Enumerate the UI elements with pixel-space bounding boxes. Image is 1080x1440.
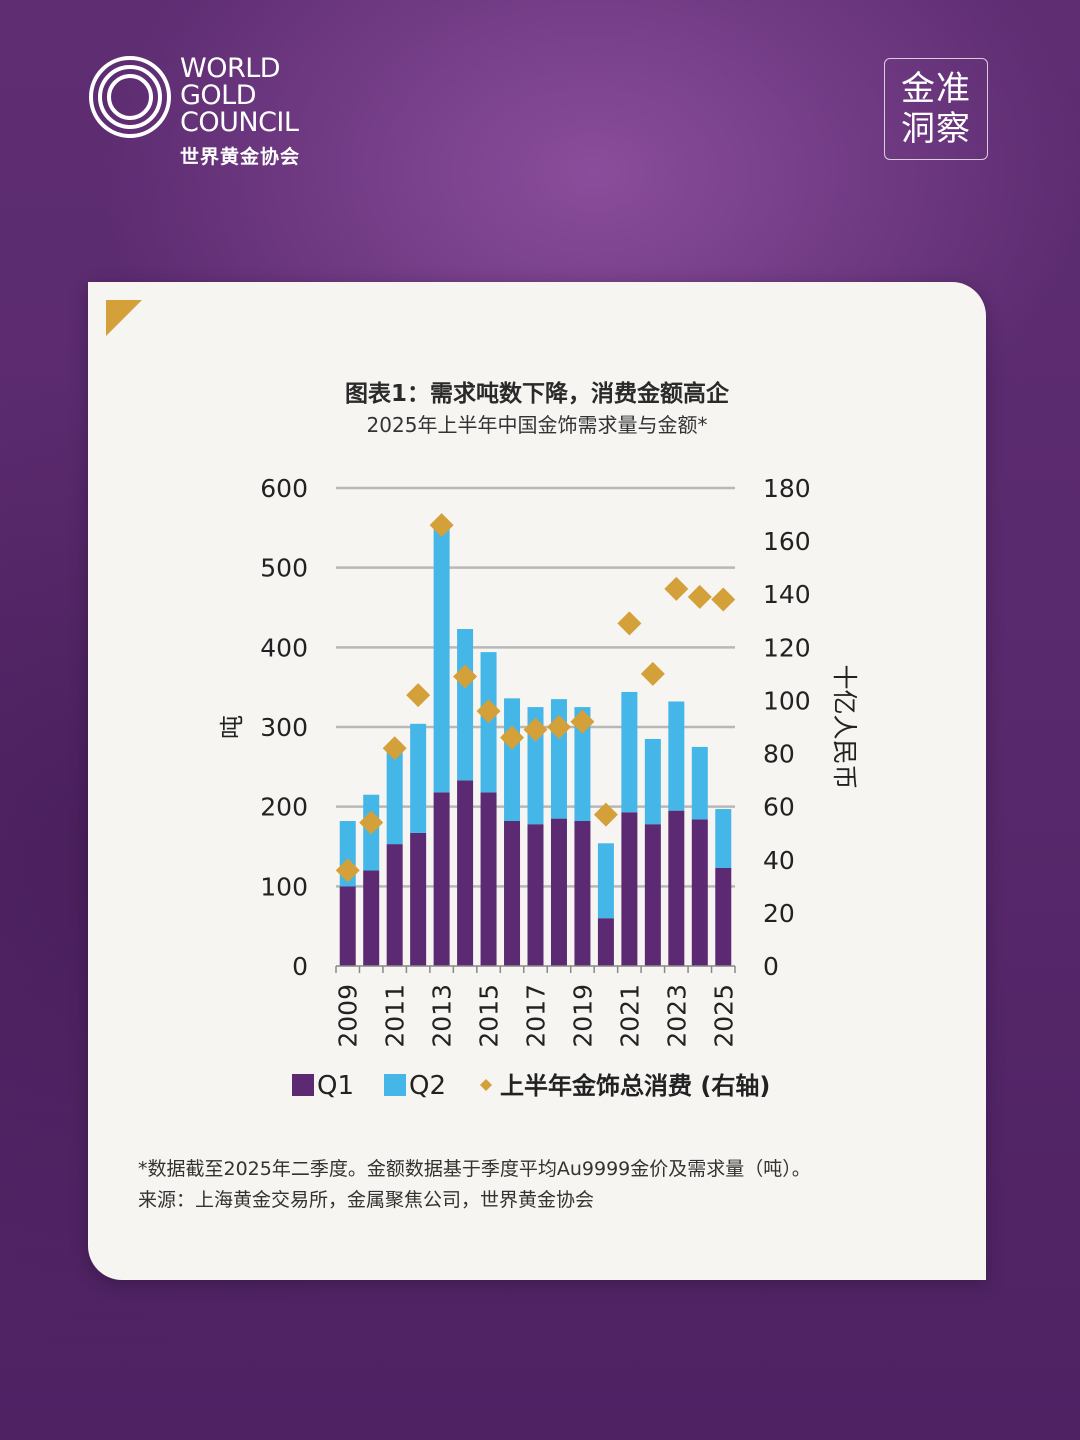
x-tick-label: 2015 (475, 984, 504, 1048)
x-tick-label: 2013 (428, 984, 457, 1048)
legend-swatch-q1 (292, 1074, 314, 1096)
bar-q1 (527, 824, 544, 966)
wgc-rings-icon (89, 56, 171, 138)
point-total (523, 717, 548, 742)
point-total (593, 802, 618, 827)
y-tick-label: 200 (260, 793, 308, 822)
legend-swatch-total (480, 1079, 492, 1091)
point-total (687, 584, 712, 609)
point-total (640, 661, 665, 686)
legend-label-total: 上半年金饰总消费 (右轴) (500, 1072, 770, 1100)
point-total (335, 858, 360, 883)
bar-q1 (550, 818, 567, 966)
bar-q1 (715, 868, 732, 966)
bar-q1 (574, 821, 591, 966)
point-total (406, 683, 431, 708)
footnote: *数据截至2025年二季度。金额数据基于季度平均Au9999金价及需求量（吨）。… (138, 1154, 811, 1216)
x-tick-label: 2025 (709, 984, 738, 1048)
y2-tick-label: 100 (763, 686, 811, 715)
x-tick-label: 2019 (568, 984, 597, 1048)
chart-title: 图表1：需求吨数下降，消费金额高企 (344, 381, 729, 407)
wgc-logo: WORLD GOLD COUNCIL 世界黄金协会 (88, 55, 328, 175)
x-tick-label: 2021 (615, 984, 644, 1048)
y2-tick-label: 80 (763, 740, 795, 769)
x-tick-label: 2017 (522, 984, 551, 1048)
legend-label-q1: Q1 (317, 1071, 354, 1101)
bar-q2 (457, 629, 474, 781)
point-total (500, 725, 525, 750)
footnote-line-2: 来源：上海黄金交易所，金属聚焦公司，世界黄金协会 (138, 1189, 595, 1211)
chart-card: 图表1：需求吨数下降，消费金额高企 2025年上半年中国金饰需求量与金额* 0 1… (88, 282, 986, 1280)
y-tick-label: 0 (292, 952, 308, 981)
y2-tick-label: 20 (763, 899, 795, 928)
brand-line-1: WORLD (180, 53, 281, 84)
bar-q1 (668, 810, 685, 966)
bar-q1 (410, 832, 427, 966)
y2-tick-label: 120 (763, 633, 811, 662)
bar-q2 (410, 723, 427, 833)
y-tick-label: 400 (260, 633, 308, 662)
badge-line-2: 洞察 (901, 109, 971, 149)
y2-tick-label: 180 (763, 474, 811, 503)
point-total (617, 611, 642, 636)
bar-q1 (457, 780, 474, 966)
point-total (476, 699, 501, 724)
legend-swatch-q2 (384, 1074, 406, 1096)
bar-q2 (715, 809, 732, 869)
bar-q2 (574, 707, 591, 822)
brand-line-3: COUNCIL (180, 107, 299, 138)
brand-line-2: GOLD (180, 80, 257, 111)
point-total (453, 664, 478, 689)
badge-line-1: 金准 (901, 69, 971, 109)
bar-q1 (644, 824, 661, 966)
chart: 0 100 200 300 400 500 600 0 20 40 60 80 100 120 140 160… (218, 474, 859, 1101)
y-tick-label: 500 (260, 554, 308, 583)
y2-tick-label: 140 (763, 580, 811, 609)
y2-tick-label: 60 (763, 793, 795, 822)
bar-q1 (504, 821, 521, 966)
bar-q1 (597, 918, 614, 966)
chart-subtitle: 2025年上半年中国金饰需求量与金额* (366, 413, 708, 437)
y2-axis-label: 十亿人民币 (830, 664, 859, 789)
x-tick-label: 2023 (662, 984, 691, 1048)
bar-q2 (691, 746, 708, 820)
bar-q1 (621, 812, 638, 966)
point-total (570, 709, 595, 734)
legend-label-q2: Q2 (409, 1071, 446, 1101)
y-tick-label: 600 (260, 474, 308, 503)
point-total (359, 810, 384, 835)
point-total (546, 715, 571, 739)
bar-q2 (504, 698, 521, 822)
y2-tick-label: 160 (763, 527, 811, 556)
bar-q2 (386, 752, 403, 845)
y-axis-label: 吨 (218, 715, 246, 739)
point-total (664, 576, 689, 601)
point-total (382, 736, 407, 761)
bar-q2 (668, 701, 685, 811)
corner-triangle-icon (106, 300, 142, 336)
point-total (429, 513, 454, 538)
bar-q1 (691, 819, 708, 966)
bar-q2 (597, 843, 614, 919)
brand-cn: 世界黄金协会 (180, 146, 301, 168)
x-tick-label: 2011 (381, 984, 410, 1048)
bar-q1 (363, 870, 380, 966)
bar-q1 (433, 792, 450, 966)
y-tick-label: 300 (260, 713, 308, 742)
bar-q2 (644, 738, 661, 825)
footnote-line-1: *数据截至2025年二季度。金额数据基于季度平均Au9999金价及需求量（吨）。 (138, 1158, 811, 1180)
bar-q1 (386, 844, 403, 966)
bar-q1 (480, 792, 497, 966)
bar-q1 (339, 886, 356, 966)
point-total (711, 587, 736, 612)
y2-tick-label: 40 (763, 846, 795, 875)
x-tick-label: 2009 (334, 984, 363, 1048)
insight-badge: 金准 洞察 (884, 58, 988, 160)
y2-tick-label: 0 (763, 952, 779, 981)
y-tick-label: 100 (260, 872, 308, 901)
wgc-wordmark: WORLD GOLD COUNCIL 世界黄金协会 (180, 55, 300, 169)
bar-q2 (621, 691, 638, 813)
bar-q2 (433, 527, 450, 793)
